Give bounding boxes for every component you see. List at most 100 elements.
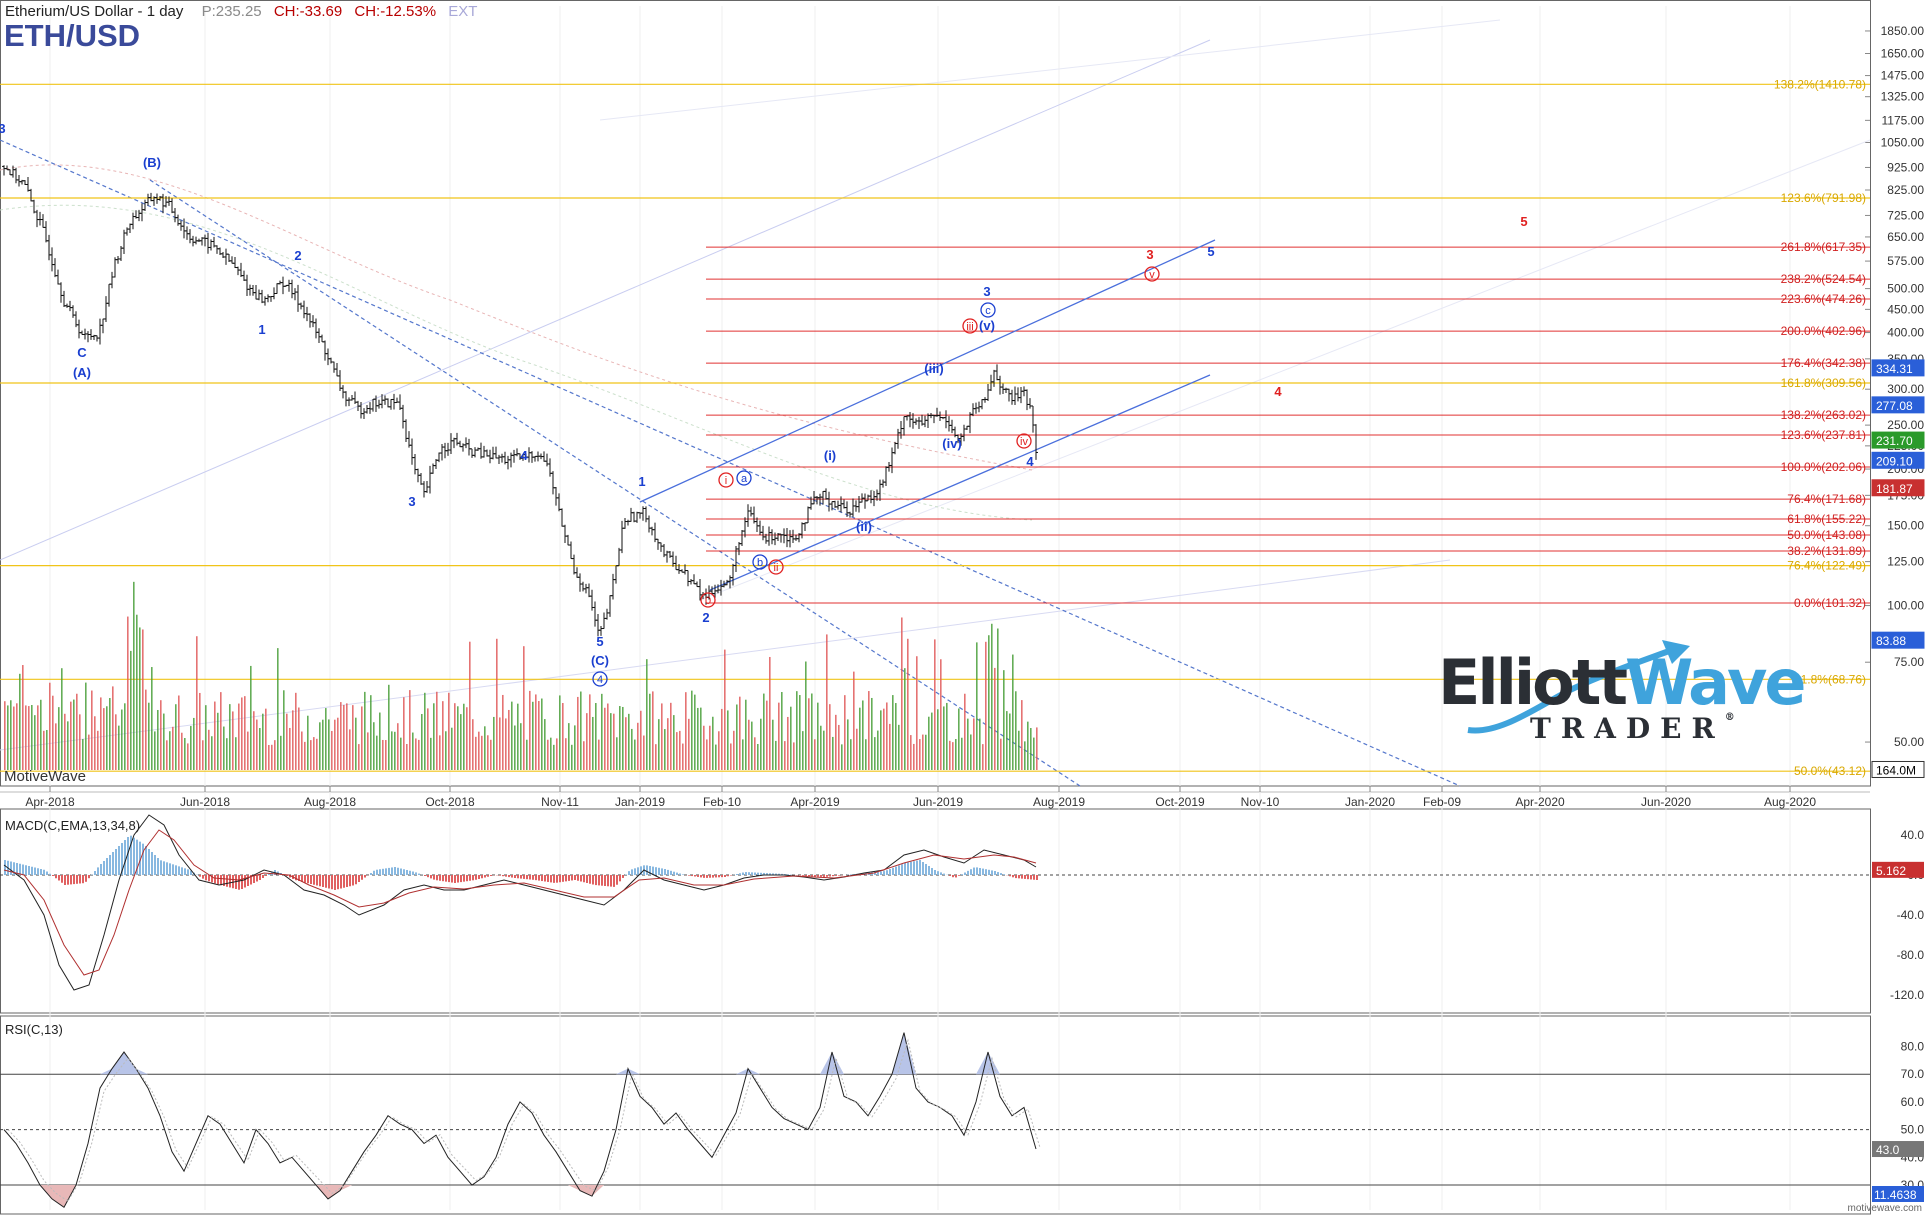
volume-bar <box>235 737 237 770</box>
wave-label: v <box>1149 269 1155 281</box>
macd-histogram-bar <box>373 870 375 875</box>
price-tag-box <box>1871 451 1925 469</box>
macd-histogram-bar <box>169 863 171 875</box>
volume-bar <box>448 692 450 770</box>
macd-histogram-bar <box>76 875 78 884</box>
rsi-pane-border <box>0 1015 1871 1215</box>
volume-bar <box>463 703 465 770</box>
volume-bar <box>883 708 885 770</box>
volume-bar <box>247 731 249 770</box>
volume-bar <box>469 641 471 770</box>
macd-histogram-bar <box>28 866 30 875</box>
macd-histogram-bar <box>904 863 906 875</box>
volume-bar <box>391 731 393 770</box>
macd-histogram-bar <box>328 875 330 889</box>
macd-histogram-bar <box>382 868 384 875</box>
volume-bar <box>241 697 243 770</box>
price-tag-label: 334.31 <box>1876 362 1913 376</box>
red-level-label: 123.6%(237.81) <box>1781 428 1866 442</box>
ext-toggle[interactable]: EXT <box>448 3 478 20</box>
y-tick-label: 925.00 <box>1887 160 1924 174</box>
macd-histogram-bar <box>724 875 726 877</box>
volume-bar <box>952 742 954 770</box>
volume-bar <box>691 690 693 770</box>
macd-histogram-bar <box>79 875 81 884</box>
volume-bar <box>796 691 798 770</box>
red-level-label: 38.2%(131.89) <box>1787 544 1866 558</box>
volume-bar <box>28 706 30 770</box>
volume-bar <box>583 741 585 770</box>
wave-label: 4 <box>1274 384 1282 399</box>
wave-label: 3 <box>0 121 6 136</box>
volume-bar <box>79 714 81 770</box>
price-tag-box <box>1871 359 1925 377</box>
macd-signal-line <box>3 829 1037 976</box>
volume-bar <box>121 709 123 770</box>
macd-histogram-bar <box>304 875 306 883</box>
wave-label-circle <box>752 554 768 570</box>
macd-histogram-bar <box>61 875 63 883</box>
y-tick-label: 1650.00 <box>1881 46 1925 60</box>
macd-histogram-bar <box>646 865 648 875</box>
macd-histogram-bar <box>535 875 537 881</box>
x-tick-label: Feb-10 <box>703 795 741 809</box>
volume-bar <box>772 719 774 770</box>
volume-bar <box>442 701 444 770</box>
volume-bar <box>10 700 12 770</box>
volume-bar <box>733 730 735 770</box>
macd-histogram-bar <box>100 864 102 875</box>
guide-line <box>699 139 1871 601</box>
volume-bar <box>460 714 462 770</box>
volume-bar <box>136 614 138 770</box>
volume-bar <box>148 702 150 770</box>
price-tag-label: 209.10 <box>1876 454 1913 468</box>
volume-bar <box>901 617 903 770</box>
macd-histogram-bar <box>466 875 468 882</box>
volume-bar <box>94 716 96 770</box>
macd-histogram-bar <box>922 862 924 875</box>
macd-histogram-bar <box>772 873 774 875</box>
macd-histogram-bar <box>211 875 213 883</box>
rsi-y-tick: 60.0 <box>1901 1095 1925 1109</box>
x-tick-label: Apr-2018 <box>25 795 75 809</box>
volume-bar <box>511 701 513 770</box>
volume-bar <box>421 713 423 770</box>
macd-histogram-bar <box>964 872 966 875</box>
red-level-label: 61.8%(155.22) <box>1787 512 1866 526</box>
volume-bar <box>286 713 288 770</box>
macd-histogram-bar <box>37 868 39 875</box>
macd-histogram-bar <box>103 861 105 875</box>
red-level-label: 0.0%(101.32) <box>1794 596 1866 610</box>
volume-bar <box>22 665 24 770</box>
y-tick-label: 825.00 <box>1887 183 1924 197</box>
rsi-oversold-fill <box>52 1185 64 1208</box>
volume-bar <box>85 682 87 770</box>
volume-bar <box>700 707 702 770</box>
rsi-overbought-fill <box>628 1068 640 1075</box>
volume-bar <box>778 702 780 770</box>
macd-histogram-bar <box>73 875 75 885</box>
macd-histogram-bar <box>295 875 297 881</box>
macd-histogram-bar <box>172 864 174 875</box>
y-tick-label: 50.00 <box>1894 735 1924 749</box>
volume-bar <box>493 716 495 770</box>
rsi-overbought-fill <box>832 1052 844 1075</box>
volume-bar <box>154 731 156 770</box>
volume-bar <box>73 699 75 770</box>
volume-bar <box>205 705 207 770</box>
volume-bar <box>340 702 342 770</box>
red-level-label: 76.4%(171.68) <box>1787 492 1866 506</box>
macd-histogram-bar <box>70 875 72 885</box>
macd-histogram-bar <box>238 875 240 890</box>
wave-label: b <box>757 557 763 569</box>
macd-histogram-bar <box>952 875 954 878</box>
volume-bar <box>547 739 549 770</box>
volume-bar <box>706 739 708 770</box>
volume-bar <box>847 719 849 770</box>
volume-bar <box>832 736 834 770</box>
macd-histogram-bar <box>1030 875 1032 880</box>
volume-bar <box>979 718 981 770</box>
volume-bar <box>1018 730 1020 770</box>
rsi-value-tag <box>1872 1141 1924 1158</box>
macd-histogram-bar <box>679 873 681 875</box>
